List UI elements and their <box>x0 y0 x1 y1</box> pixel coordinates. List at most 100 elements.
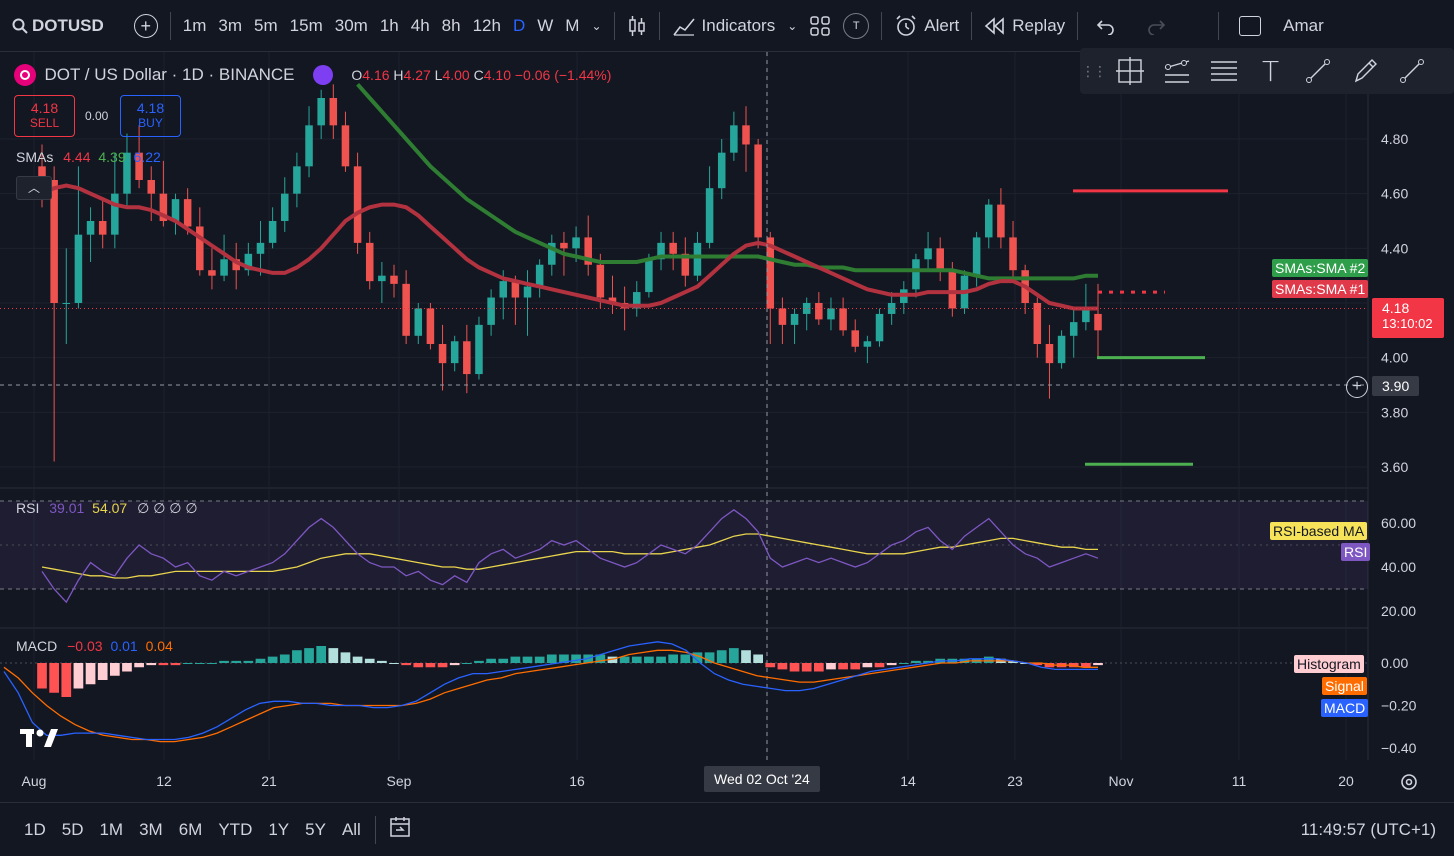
macd-histogram-bar <box>437 663 448 668</box>
smas-label: SMAs <box>16 149 54 165</box>
account-name[interactable]: Amar <box>1283 15 1324 35</box>
add-symbol-button[interactable]: + <box>128 8 164 44</box>
interval-15m[interactable]: 15m <box>289 15 323 35</box>
candle-body <box>997 204 1005 238</box>
arrow-line-tool[interactable] <box>1294 48 1341 94</box>
interval-30m[interactable]: 30m <box>334 15 368 35</box>
templates-button[interactable]: T <box>837 8 875 44</box>
range-1y[interactable]: 1Y <box>268 819 290 839</box>
undo-button[interactable] <box>1090 8 1122 44</box>
candle-body <box>511 281 520 298</box>
macd-histogram-bar <box>219 660 229 663</box>
tradingview-logo[interactable] <box>20 727 58 754</box>
ray-tool[interactable] <box>1388 48 1435 94</box>
search-icon <box>12 18 28 34</box>
interval-3m[interactable]: 3m <box>218 15 243 35</box>
time-axis-tick: 12 <box>156 773 172 789</box>
add-alert-button[interactable]: + <box>1346 376 1368 398</box>
divider <box>971 11 973 40</box>
time-axis-tick: 11 <box>1232 773 1247 789</box>
range-5y[interactable]: 5Y <box>305 819 326 839</box>
alert-button[interactable]: Alert <box>888 8 965 44</box>
range-1d[interactable]: 1D <box>24 819 46 839</box>
chart-settings-button[interactable] <box>1398 771 1420 798</box>
divider <box>374 815 376 844</box>
redo-button[interactable] <box>1140 8 1172 44</box>
trendline-tool[interactable] <box>1153 48 1200 94</box>
indicators-button[interactable]: Indicators <box>666 8 782 44</box>
rsi-legend[interactable]: RSI 39.01 54.07 ∅ ∅ ∅ ∅ <box>16 500 198 517</box>
interval-w[interactable]: W <box>537 15 554 35</box>
interval-4h[interactable]: 4h <box>410 15 430 35</box>
clock[interactable]: 11:49:57 (UTC+1) <box>1300 819 1436 839</box>
candle-body <box>123 152 131 194</box>
macd-histogram-bar <box>923 660 933 663</box>
open-value: 4.16 <box>362 67 390 83</box>
smas-legend[interactable]: SMAs 4.44 4.39 6.22 <box>16 149 161 165</box>
range-6m[interactable]: 6M <box>178 819 203 839</box>
drag-handle[interactable]: ⋮⋮ <box>1080 48 1107 94</box>
calendar-arrow-icon <box>390 817 410 837</box>
macd-histogram-bar <box>182 663 193 664</box>
range-1m[interactable]: 1M <box>99 819 124 839</box>
interval-8h[interactable]: 8h <box>441 15 461 35</box>
sma1-line <box>41 183 1098 311</box>
interval-12h[interactable]: 12h <box>472 15 501 35</box>
sell-button[interactable]: 4.18 SELL <box>14 95 75 137</box>
macd-legend[interactable]: MACD −0.03 0.01 0.04 <box>16 638 173 654</box>
crosshair-tool[interactable] <box>1106 48 1153 94</box>
macd-histogram-bar <box>340 652 351 663</box>
interval-m[interactable]: M <box>565 15 580 35</box>
brush-tool[interactable] <box>1341 48 1388 94</box>
macd-histogram-bar <box>559 654 569 663</box>
crosshair-price-label: 3.90 <box>1372 376 1420 396</box>
candle-body <box>1009 237 1017 271</box>
macd-histogram-bar <box>425 663 436 668</box>
goto-date-button[interactable] <box>382 815 418 844</box>
macd-histogram-bar <box>401 663 411 666</box>
candle-body <box>972 237 981 276</box>
macd-histogram-bar <box>85 663 96 685</box>
buy-label: BUY <box>138 116 163 130</box>
macd-histogram-bar <box>838 663 848 670</box>
macd-histogram-bar <box>243 660 254 663</box>
chart-title[interactable]: DOT / US Dollar · 1D · BINANCE <box>44 65 295 84</box>
range-ytd[interactable]: YTD <box>218 819 253 839</box>
text-tool[interactable]: T <box>1247 48 1294 94</box>
chevron-down-icon: ⌄ <box>591 18 602 33</box>
collapse-legend-button[interactable]: ︿ <box>16 176 52 200</box>
range-5d[interactable]: 5D <box>61 819 84 839</box>
interval-dropdown-button[interactable]: ⌄ <box>585 8 607 44</box>
range-all[interactable]: All <box>341 819 361 839</box>
macd-histogram-bar <box>207 663 217 664</box>
macd-histogram-bar <box>826 663 836 670</box>
fib-tool[interactable] <box>1200 48 1247 94</box>
fullscreen-toggle[interactable] <box>1233 8 1267 44</box>
range-3m[interactable]: 3M <box>139 819 163 839</box>
interval-1h[interactable]: 1h <box>379 15 399 35</box>
buy-button[interactable]: 4.18 BUY <box>120 95 181 137</box>
symbol-search[interactable]: DOTUSD <box>0 8 110 44</box>
chart-area[interactable]: 4.80 4.60 4.40 4.00 3.80 3.60 60.00 40.00 20.00 0… <box>0 52 1454 802</box>
interval-5m[interactable]: 5m <box>254 15 278 35</box>
interval-1m[interactable]: 1m <box>182 15 207 35</box>
macd-histogram-bar <box>1008 660 1018 663</box>
last-price: 4.18 <box>1382 300 1410 316</box>
sma1-value: 4.44 <box>63 149 91 165</box>
sma1-price-label: SMAs:SMA #1 <box>1272 280 1369 298</box>
macd-histogram-bar <box>898 663 909 664</box>
interval-d[interactable]: D <box>512 15 526 35</box>
layouts-button[interactable] <box>803 8 837 44</box>
replay-button[interactable]: Replay <box>978 8 1071 44</box>
chart-canvas[interactable]: 4.80 4.60 4.40 4.00 3.80 3.60 60.00 40.00 20.00 0… <box>0 52 1454 802</box>
macd-histogram-bar <box>1020 663 1031 664</box>
divider <box>1077 11 1079 40</box>
candle-body <box>912 259 920 290</box>
rsi-ma-value: 54.07 <box>92 500 128 516</box>
macd-histogram-bar <box>571 654 581 663</box>
rsi-value: 39.01 <box>49 500 85 516</box>
chart-type-button[interactable] <box>621 8 653 44</box>
macd-histogram-bar <box>134 663 144 668</box>
indicators-dropdown[interactable]: ⌄ <box>781 8 803 44</box>
time-axis-tick: Nov <box>1109 773 1134 789</box>
